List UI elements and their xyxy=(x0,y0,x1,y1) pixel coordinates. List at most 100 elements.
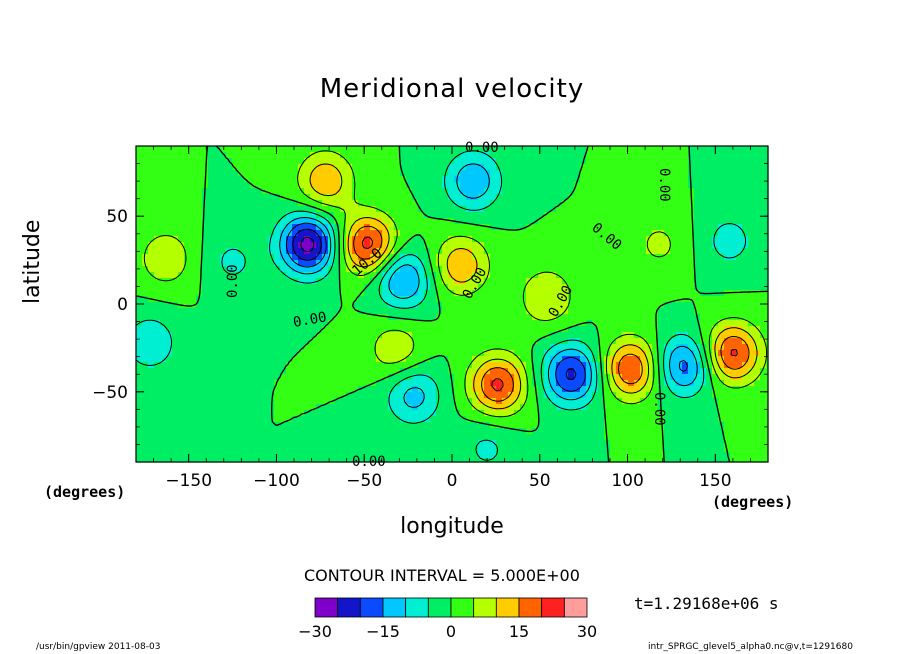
field-cell xyxy=(262,224,269,231)
field-cell xyxy=(208,290,215,297)
field-cell xyxy=(292,302,299,309)
field-cell xyxy=(178,152,185,159)
field-cell xyxy=(496,170,503,177)
field-cell xyxy=(748,410,755,417)
field-cell xyxy=(766,200,769,207)
field-cell xyxy=(742,410,749,417)
field-cell xyxy=(754,212,761,219)
field-cell xyxy=(688,212,695,219)
field-cell xyxy=(388,296,395,303)
field-cell xyxy=(670,248,677,255)
field-cell xyxy=(250,230,257,237)
field-cell xyxy=(640,416,647,423)
field-cell xyxy=(280,176,287,183)
field-cell xyxy=(508,236,515,243)
field-cell xyxy=(376,242,383,249)
field-cell xyxy=(610,176,617,183)
field-cell xyxy=(148,386,155,393)
field-cell xyxy=(586,290,593,297)
field-cell xyxy=(760,254,767,261)
field-cell xyxy=(736,392,743,399)
field-cell xyxy=(232,392,239,399)
field-cell xyxy=(244,152,251,159)
field-cell xyxy=(142,272,149,279)
field-cell xyxy=(568,158,575,165)
field-cell xyxy=(304,182,311,189)
field-cell xyxy=(454,266,461,273)
field-cell xyxy=(700,404,707,411)
field-cell xyxy=(640,146,647,153)
field-cell xyxy=(340,158,347,165)
field-cell xyxy=(730,248,737,255)
field-cell xyxy=(712,332,719,339)
field-cell xyxy=(232,308,239,315)
field-cell xyxy=(232,248,239,255)
field-cell xyxy=(604,302,611,309)
field-cell xyxy=(628,206,635,213)
field-cell xyxy=(202,248,209,255)
field-cell xyxy=(214,290,221,297)
field-cell xyxy=(418,248,425,255)
field-cell xyxy=(604,248,611,255)
field-cell xyxy=(580,284,587,291)
field-cell xyxy=(244,188,251,195)
field-cell xyxy=(256,278,263,285)
field-cell xyxy=(544,350,551,357)
field-cell xyxy=(652,230,659,237)
field-cell xyxy=(682,386,689,393)
field-cell xyxy=(682,182,689,189)
field-cell xyxy=(262,314,269,321)
field-cell xyxy=(364,284,371,291)
field-cell xyxy=(286,326,293,333)
field-cell xyxy=(574,158,581,165)
field-cell xyxy=(520,188,527,195)
field-cell xyxy=(442,386,449,393)
field-cell xyxy=(436,296,443,303)
field-cell xyxy=(658,152,665,159)
field-cell xyxy=(664,350,671,357)
field-cell xyxy=(370,218,377,225)
field-cell xyxy=(160,254,167,261)
field-cell xyxy=(358,176,365,183)
field-cell xyxy=(388,164,395,171)
field-cell xyxy=(580,176,587,183)
field-cell xyxy=(748,326,755,333)
field-cell xyxy=(388,410,395,417)
field-cell xyxy=(574,218,581,225)
field-cell xyxy=(190,320,197,327)
field-cell xyxy=(202,284,209,291)
field-cell xyxy=(418,410,425,417)
field-cell xyxy=(358,416,365,423)
field-cell xyxy=(424,158,431,165)
field-cell xyxy=(760,194,767,201)
field-cell xyxy=(628,182,635,189)
field-cell xyxy=(460,152,467,159)
field-cell xyxy=(568,248,575,255)
field-cell xyxy=(484,278,491,285)
field-cell xyxy=(388,368,395,375)
field-cell xyxy=(496,380,503,387)
field-cell xyxy=(514,290,521,297)
field-cell xyxy=(208,344,215,351)
field-cell xyxy=(232,266,239,273)
field-cell xyxy=(538,188,545,195)
field-cell xyxy=(298,404,305,411)
field-cell xyxy=(208,392,215,399)
field-cell xyxy=(352,386,359,393)
field-cell xyxy=(580,410,587,417)
field-cell xyxy=(274,392,281,399)
field-cell xyxy=(358,308,365,315)
field-cell xyxy=(304,218,311,225)
field-cell xyxy=(364,146,371,153)
field-cell xyxy=(616,218,623,225)
field-cell xyxy=(652,266,659,273)
field-cell xyxy=(352,284,359,291)
field-cell xyxy=(442,224,449,231)
field-cell xyxy=(598,338,605,345)
field-cell xyxy=(562,224,569,231)
field-cell xyxy=(664,272,671,279)
field-cell xyxy=(274,266,281,273)
field-cell xyxy=(316,380,323,387)
field-cell xyxy=(160,272,167,279)
field-cell xyxy=(418,158,425,165)
